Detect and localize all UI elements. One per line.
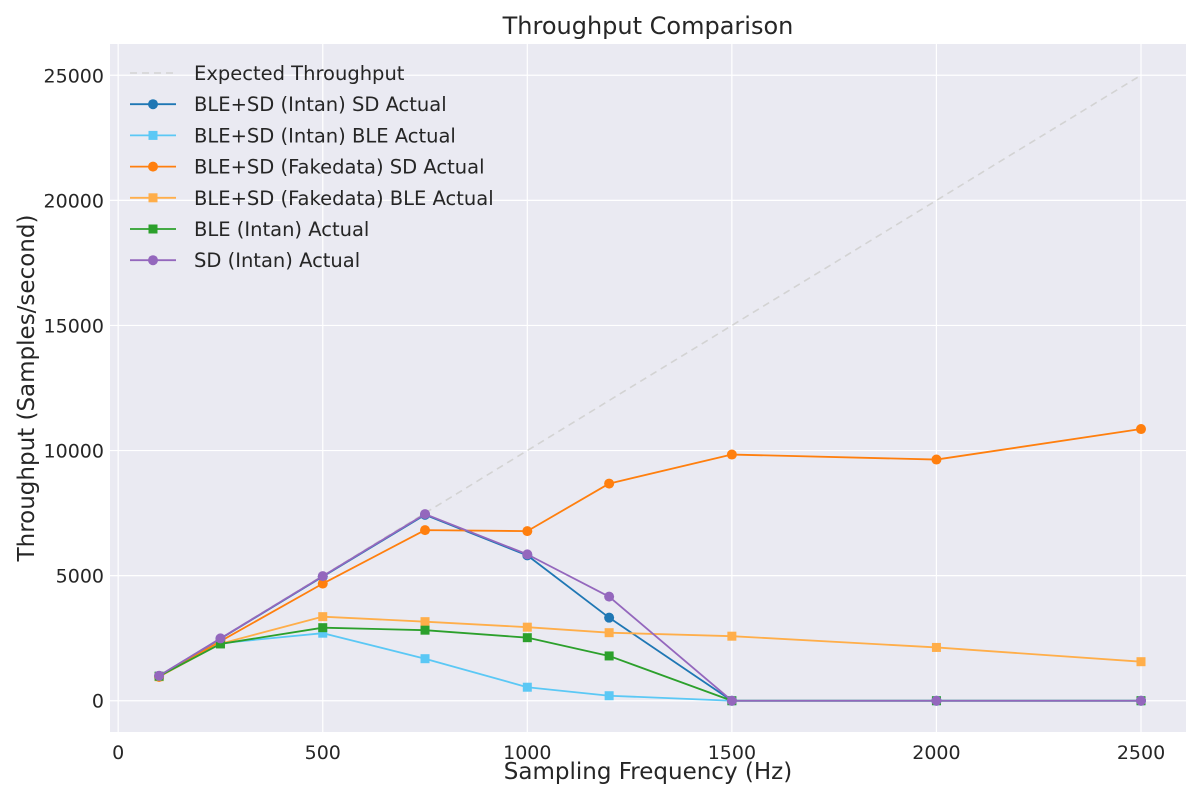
data-point [420,617,430,627]
legend-label: BLE+SD (Intan) BLE Actual [194,124,456,147]
legend-label: BLE+SD (Intan) SD Actual [194,93,447,116]
data-point [522,526,533,537]
series-layer [154,74,1146,706]
data-point [1135,424,1146,435]
legend-label: Expected Throughput [194,62,405,85]
data-point [604,651,614,661]
data-point [604,628,614,638]
data-point [420,509,431,520]
data-point [420,654,430,664]
series-6 [154,509,1146,706]
legend-item: Expected Throughput [130,62,405,85]
data-point [522,622,532,632]
data-point [317,571,328,582]
x-axis-label: Sampling Frequency (Hz) [504,759,792,785]
data-point [726,695,737,706]
y-tick-label: 15000 [44,315,104,337]
data-point [420,625,430,635]
legend-swatch-marker [148,99,158,110]
data-point [317,578,328,589]
data-point [1135,695,1146,706]
legend-swatch-marker [148,224,158,234]
data-point [522,682,532,692]
data-point [604,478,615,489]
data-point [215,633,226,644]
x-tick-label: 1500 [708,742,756,764]
tick-labels: 0 500 1000 1500 2000 250005000100001500020000… [44,65,1166,764]
data-point [318,612,328,622]
data-point [931,454,942,465]
x-tick-label: 500 [305,742,341,764]
x-tick-label: 1000 [503,742,551,764]
legend-swatch-marker [148,193,158,203]
plot-area [110,44,1186,732]
data-point [420,525,431,536]
data-point [154,670,165,681]
y-tick-label: 25000 [44,65,104,87]
legend-item: BLE (Intan) Actual [130,218,369,241]
data-point [318,628,328,638]
legend: Expected Throughput BLE+SD (Intan) SD Act… [130,62,494,272]
data-point [604,591,615,602]
data-point [931,642,941,652]
data-point [727,631,737,641]
data-point [931,695,942,706]
y-axis-label: Throughput (Samples/second) [14,215,40,563]
legend-item: BLE+SD (Intan) BLE Actual [130,124,456,147]
data-point [318,623,328,633]
legend-item: SD (Intan) Actual [130,249,360,272]
data-point [604,691,614,701]
data-point [522,549,533,560]
legend-label: BLE+SD (Fakedata) BLE Actual [194,187,494,210]
legend-swatch-marker [148,255,158,266]
x-tick-label: 2000 [912,742,960,764]
legend-label: BLE+SD (Fakedata) SD Actual [194,156,484,179]
legend-item: BLE+SD (Fakedata) BLE Actual [130,187,494,210]
x-tick-label: 2500 [1117,742,1165,764]
legend-label: SD (Intan) Actual [194,249,360,272]
x-tick-label: 0 [112,742,124,764]
legend-item: BLE+SD (Fakedata) SD Actual [130,156,484,179]
y-tick-label: 0 [92,691,104,713]
data-point [726,449,737,460]
data-point [604,612,615,623]
y-tick-label: 20000 [44,190,104,212]
data-point [1136,657,1146,667]
data-point [522,633,532,643]
chart-title: Throughput Comparison [502,12,794,40]
y-tick-label: 5000 [56,566,104,588]
y-tick-label: 10000 [44,441,104,463]
legend-swatch-marker [148,161,158,172]
data-point [215,639,225,649]
legend-swatch-marker [148,130,158,140]
legend-item: BLE+SD (Intan) SD Actual [130,93,447,116]
legend-label: BLE (Intan) Actual [194,218,369,241]
